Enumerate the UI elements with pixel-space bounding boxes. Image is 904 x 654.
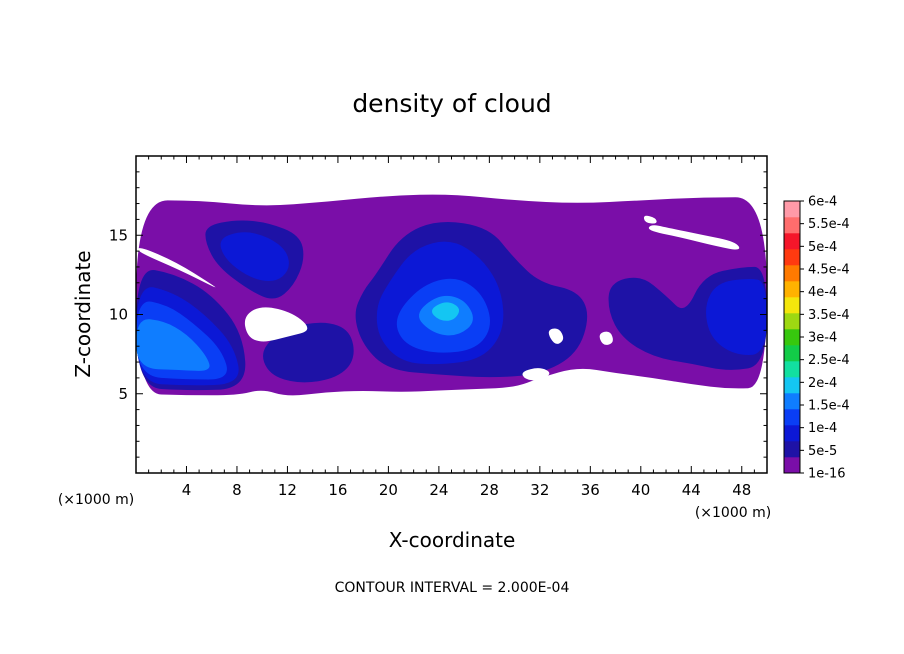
colorbar-swatch-7 [784, 361, 800, 378]
y-tick-label-5: 5 [118, 385, 128, 403]
chart-title: density of cloud [352, 89, 551, 118]
colorbar-label-8: 3.5e-4 [808, 308, 850, 323]
x-unit-label: (×1000 m) [695, 505, 771, 521]
colorbar-label-5: 2e-4 [808, 376, 837, 391]
x-tick-label-8: 8 [232, 481, 242, 499]
x-axis-ticks: 4 8 12 16 20 24 28 32 36 40 44 48 [148, 156, 755, 499]
x-tick-label-20: 20 [379, 481, 398, 499]
colorbar-swatch-5 [784, 393, 800, 410]
contour-region-15 [431, 302, 460, 321]
colorbar-label-7: 3e-4 [808, 331, 837, 346]
colorbar-swatch-17 [784, 201, 800, 218]
contour-region-10 [706, 278, 767, 355]
contour-gap-layer [137, 215, 740, 381]
y-axis-title: Z-coordinate [71, 250, 95, 377]
colorbar-swatch-12 [784, 281, 800, 298]
colorbar-swatch-14 [784, 249, 800, 266]
colorbar-swatch-2 [784, 441, 800, 458]
contour-gap-3 [548, 328, 564, 344]
y-unit-label: (×1000 m) [58, 492, 134, 508]
x-tick-label-28: 28 [480, 481, 499, 499]
contour-region-5 [263, 322, 354, 383]
colorbar-label-12: 5.5e-4 [808, 217, 850, 232]
x-tick-label-24: 24 [429, 481, 448, 499]
x-tick-label-44: 44 [682, 481, 701, 499]
colorbar-swatch-4 [784, 409, 800, 426]
x-axis-title: X-coordinate [389, 528, 516, 552]
colorbar-swatch-13 [784, 265, 800, 282]
y-tick-label-15: 15 [109, 226, 128, 244]
colorbar-swatch-11 [784, 297, 800, 314]
colorbar-swatch-15 [784, 233, 800, 250]
x-tick-label-32: 32 [530, 481, 549, 499]
x-tick-label-4: 4 [182, 481, 192, 499]
colorbar-label-6: 2.5e-4 [808, 353, 850, 368]
contour-region-8 [220, 232, 289, 282]
contour-region-13 [136, 319, 210, 371]
y-tick-label-10: 10 [109, 306, 128, 324]
x-tick-label-36: 36 [581, 481, 600, 499]
contour-gap-5 [599, 331, 613, 345]
contour-gap-6 [648, 225, 740, 250]
colorbar-swatch-6 [784, 377, 800, 394]
contour-interval-note: CONTOUR INTERVAL = 2.000E-04 [335, 580, 570, 596]
colorbar-label-1: 1e-16 [808, 467, 846, 482]
colorbar: 1e-16 5e-5 1e-4 1.5e-4 2e-4 2.5e-4 3e-4 3.5e-4 4… [783, 195, 850, 482]
x-tick-label-12: 12 [278, 481, 297, 499]
contour-gap-7 [643, 215, 657, 224]
contour-gap-4 [522, 368, 550, 381]
colorbar-swatch-1 [784, 457, 800, 474]
colorbar-label-4: 1.5e-4 [808, 399, 850, 414]
x-tick-label-40: 40 [631, 481, 650, 499]
colorbar-label-11: 5e-4 [808, 240, 837, 255]
contour-fill-layer [136, 194, 767, 396]
colorbar-label-10: 4.5e-4 [808, 263, 850, 278]
x-tick-label-48: 48 [732, 481, 751, 499]
colorbar-label-2: 5e-5 [808, 444, 837, 459]
colorbar-swatch-10 [784, 313, 800, 330]
colorbar-swatch-9 [784, 329, 800, 346]
colorbar-label-9: 4e-4 [808, 285, 837, 300]
colorbar-label-13: 6e-4 [808, 195, 837, 210]
contour-gap-1 [137, 248, 216, 288]
colorbar-swatch-8 [784, 345, 800, 362]
colorbar-swatch-16 [784, 217, 800, 234]
colorbar-label-3: 1e-4 [808, 421, 837, 436]
colorbar-swatch-3 [784, 425, 800, 442]
contour-gap-2 [244, 307, 308, 342]
y-axis-ticks: 5 10 15 [109, 171, 767, 458]
x-tick-label-16: 16 [328, 481, 347, 499]
